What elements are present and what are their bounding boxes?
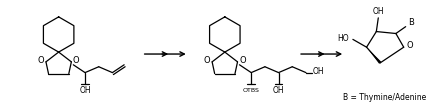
Text: B: B	[409, 18, 414, 27]
Text: B = Thymine/Adenine: B = Thymine/Adenine	[343, 93, 426, 102]
Text: HO: HO	[337, 34, 349, 43]
Text: OH: OH	[273, 86, 284, 95]
Text: O: O	[406, 41, 413, 50]
Text: OH: OH	[313, 67, 324, 76]
Text: O: O	[204, 56, 210, 65]
Text: OTBS: OTBS	[243, 88, 260, 93]
Text: O: O	[38, 56, 44, 65]
Text: OH: OH	[372, 7, 384, 16]
Polygon shape	[367, 47, 381, 64]
Text: O: O	[239, 56, 246, 65]
Text: O: O	[73, 56, 80, 65]
Text: OH: OH	[79, 86, 91, 95]
